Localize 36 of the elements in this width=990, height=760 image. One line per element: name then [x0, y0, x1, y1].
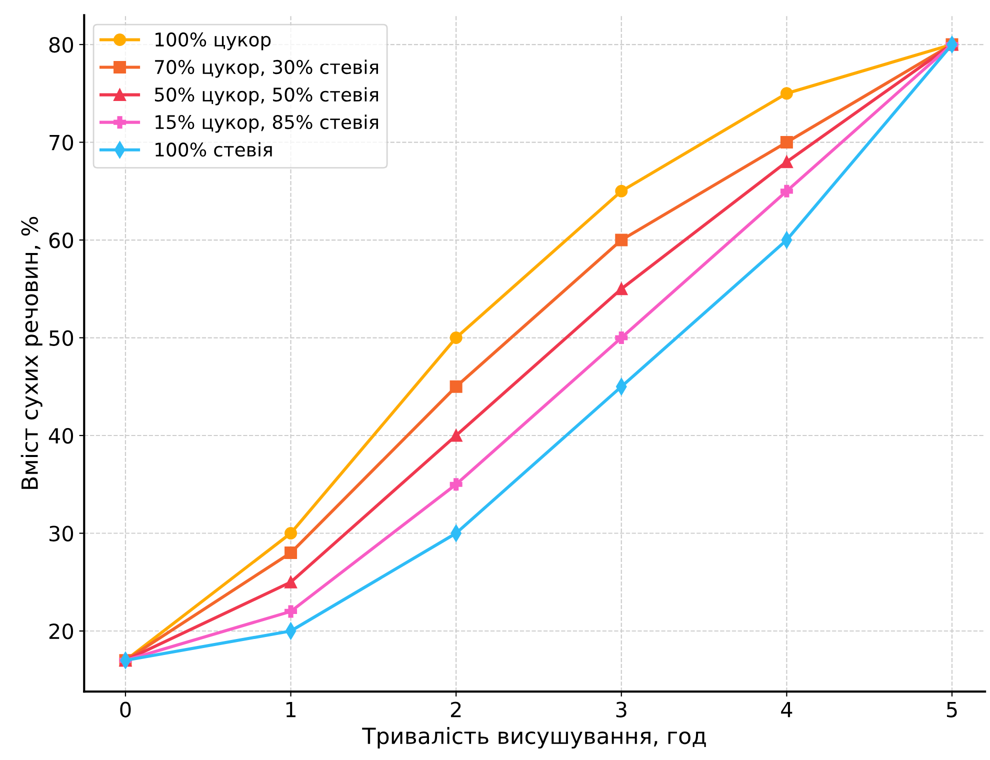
y-tick-label: 40: [48, 428, 74, 444]
x-axis-title: Тривалість висушування, год: [362, 727, 706, 749]
x-tick-label: 4: [781, 702, 792, 718]
point: [284, 576, 298, 588]
y-axis-title: Вміст сухих речовин, %: [20, 216, 42, 489]
point: [284, 546, 298, 560]
y-tick-label: 80: [49, 36, 74, 53]
point: [615, 234, 628, 246]
y-tick-label: 20: [49, 623, 74, 640]
point: [780, 184, 793, 198]
legend-label: 15% цукор, 85% стевія: [156, 114, 378, 133]
point: [615, 332, 628, 344]
point: [780, 156, 793, 168]
point: [450, 332, 462, 344]
x-tick-label: 5: [946, 702, 957, 718]
point: [284, 527, 298, 540]
legend-label: 50% цукор, 50% стевія: [154, 87, 378, 106]
y-tick-label: 70: [50, 134, 74, 150]
y-tick-label: 30: [50, 526, 74, 542]
point: [615, 282, 628, 296]
point: [780, 136, 793, 149]
point: [450, 429, 462, 442]
point: [615, 184, 628, 198]
x-tick-label: 0: [120, 702, 131, 718]
point: [284, 605, 298, 618]
point: [450, 380, 462, 393]
y-tick-label: 60: [49, 232, 74, 248]
legend-label: 70% цукор, 30% стевія: [155, 60, 378, 78]
legend-label: 100% цукор: [156, 32, 271, 50]
point: [780, 87, 793, 100]
x-tick-label: 2: [450, 702, 461, 718]
x-tick-label: 1: [286, 702, 296, 718]
legend-label: 100% стевія: [156, 142, 272, 157]
point: [450, 478, 462, 491]
y-tick-label: 50: [50, 330, 74, 346]
x-tick-label: 3: [616, 702, 626, 718]
